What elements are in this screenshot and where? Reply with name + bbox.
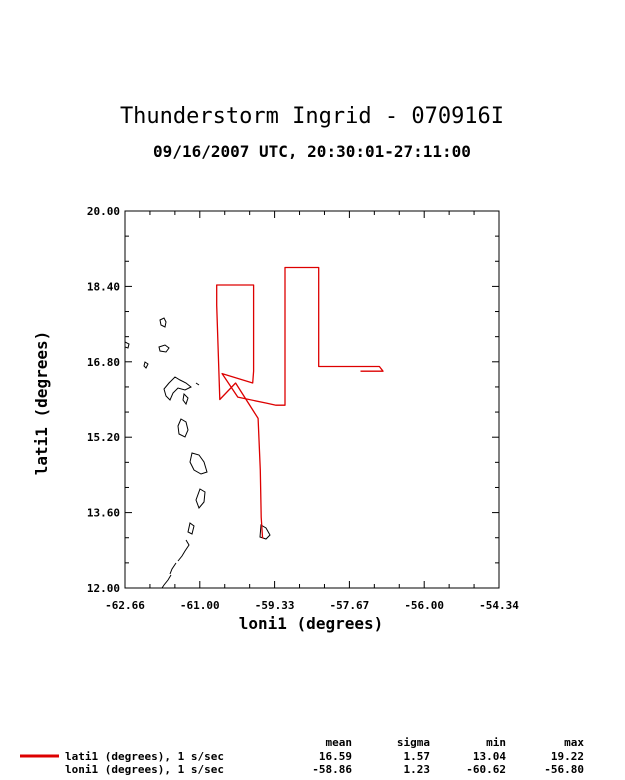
x-axis-label: loni1 (degrees) (239, 614, 384, 633)
chart-subtitle: 09/16/2007 UTC, 20:30:01-27:11:00 (153, 142, 471, 161)
stats-header-max: max (564, 736, 584, 749)
y-tick-label: 12.00 (87, 582, 120, 595)
island-outline (195, 488, 206, 509)
x-tick-labels: -62.66 -61.00 -59.33 -57.67 -56.00 -54.34 (105, 599, 519, 612)
y-tick-label: 18.40 (87, 280, 120, 293)
island-outline (169, 562, 177, 575)
plot-frame (124, 210, 500, 589)
data-series (216, 266, 384, 539)
stats-row-label-loni1: loni1 (degrees), 1 s/sec (65, 763, 224, 776)
stats-legend: mean sigma min max lati1 (degrees), 1 s/… (20, 736, 584, 776)
stats-value-loni1-min: -60.62 (466, 763, 506, 776)
island-outline (177, 539, 190, 562)
island-outline (143, 361, 149, 369)
x-tick-label: -61.00 (180, 599, 220, 612)
stats-value-loni1-mean: -58.86 (312, 763, 352, 776)
y-axis-label: lati1 (degrees) (32, 331, 51, 476)
y-tick-label: 20.00 (87, 205, 120, 218)
island-outline (189, 452, 208, 475)
island-outline (259, 524, 271, 540)
stats-header-sigma: sigma (397, 736, 430, 749)
island-outline (195, 382, 200, 386)
island-outline (182, 392, 189, 406)
island-outline (159, 317, 167, 328)
y-tick-label: 15.20 (87, 431, 120, 444)
axis-ticks (124, 210, 500, 589)
stats-value-lati1-mean: 16.59 (319, 750, 352, 763)
x-tick-label: -56.00 (404, 599, 444, 612)
flight-track-line-0 (216, 266, 384, 539)
stats-value-lati1-min: 13.04 (473, 750, 506, 763)
coastline-islands (124, 317, 271, 589)
island-outline (158, 344, 170, 353)
stats-row-label-lati1: lati1 (degrees), 1 s/sec (65, 750, 224, 763)
island-outline (161, 574, 172, 589)
stats-value-lati1-sigma: 1.57 (404, 750, 431, 763)
x-tick-label: -62.66 (105, 599, 145, 612)
stats-value-loni1-sigma: 1.23 (404, 763, 431, 776)
stats-value-loni1-max: -56.80 (544, 763, 584, 776)
x-tick-label: -54.34 (479, 599, 519, 612)
island-outline (163, 376, 192, 401)
island-outline (124, 341, 130, 349)
y-tick-labels: 12.00 13.60 15.20 16.80 18.40 20.00 (87, 205, 120, 595)
y-tick-label: 16.80 (87, 356, 120, 369)
x-tick-label: -59.33 (255, 599, 295, 612)
x-tick-label: -57.67 (330, 599, 370, 612)
stats-header-min: min (486, 736, 506, 749)
y-tick-label: 13.60 (87, 507, 120, 520)
stats-value-lati1-max: 19.22 (551, 750, 584, 763)
island-outline (187, 522, 195, 535)
island-outline (177, 418, 189, 438)
chart-title: Thunderstorm Ingrid - 070916I (120, 104, 504, 129)
stats-header-mean: mean (326, 736, 353, 749)
